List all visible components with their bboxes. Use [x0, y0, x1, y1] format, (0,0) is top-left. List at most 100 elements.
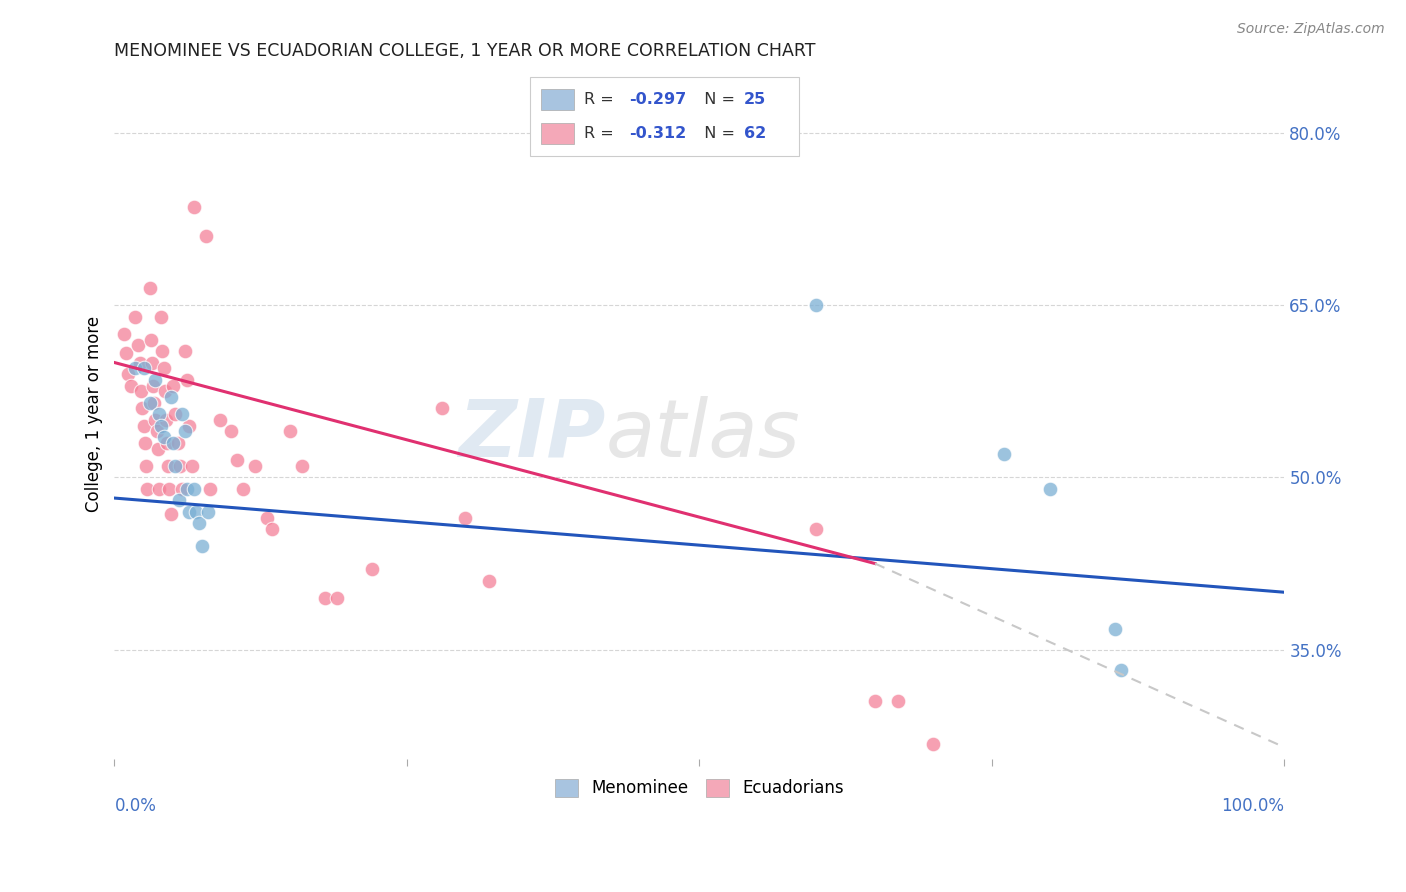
- Point: [152, 430, 174, 444]
- Point: [194, 229, 217, 244]
- Point: [153, 384, 176, 399]
- Legend: Menominee, Ecuadorians: Menominee, Ecuadorians: [547, 771, 852, 805]
- Point: [887, 694, 910, 708]
- Point: [454, 510, 477, 524]
- Point: [226, 453, 249, 467]
- Point: [145, 425, 167, 439]
- Point: [115, 346, 138, 360]
- Text: 0.0%: 0.0%: [114, 797, 156, 814]
- Point: [173, 344, 195, 359]
- Point: [180, 458, 202, 473]
- Point: [124, 361, 146, 376]
- Point: [360, 562, 382, 576]
- Point: [993, 447, 1015, 461]
- Point: [430, 401, 453, 416]
- Point: [221, 425, 243, 439]
- Point: [1039, 482, 1062, 496]
- FancyBboxPatch shape: [530, 77, 799, 156]
- Text: R =: R =: [583, 92, 619, 107]
- Point: [132, 361, 155, 376]
- Point: [159, 507, 181, 521]
- Point: [148, 407, 170, 421]
- Point: [806, 298, 828, 312]
- Text: 62: 62: [744, 127, 766, 141]
- Point: [135, 458, 157, 473]
- Point: [291, 458, 314, 473]
- Point: [148, 482, 170, 496]
- Point: [129, 355, 152, 369]
- Point: [152, 361, 174, 376]
- Point: [150, 344, 173, 359]
- Point: [134, 436, 156, 450]
- Point: [806, 522, 828, 536]
- Point: [183, 482, 205, 496]
- Point: [166, 436, 188, 450]
- Point: [112, 326, 135, 341]
- FancyBboxPatch shape: [541, 89, 574, 110]
- Point: [173, 425, 195, 439]
- Text: -0.297: -0.297: [630, 92, 686, 107]
- Point: [146, 442, 169, 456]
- Point: [1109, 664, 1132, 678]
- Text: Source: ZipAtlas.com: Source: ZipAtlas.com: [1237, 22, 1385, 37]
- Point: [162, 378, 184, 392]
- FancyBboxPatch shape: [541, 123, 574, 145]
- Text: 100.0%: 100.0%: [1222, 797, 1285, 814]
- Point: [179, 418, 201, 433]
- Point: [131, 401, 153, 416]
- Point: [143, 373, 166, 387]
- Point: [139, 333, 162, 347]
- Point: [191, 539, 214, 553]
- Point: [314, 591, 336, 605]
- Text: ZIP: ZIP: [458, 396, 606, 474]
- Point: [325, 591, 347, 605]
- Text: 25: 25: [744, 92, 766, 107]
- Point: [141, 355, 163, 369]
- Point: [159, 390, 181, 404]
- Point: [150, 418, 173, 433]
- Point: [165, 407, 187, 421]
- Point: [200, 482, 222, 496]
- Point: [176, 482, 198, 496]
- Text: atlas: atlas: [606, 396, 800, 474]
- Point: [208, 413, 231, 427]
- Point: [120, 378, 142, 392]
- Point: [167, 493, 190, 508]
- Point: [169, 458, 191, 473]
- Point: [117, 367, 139, 381]
- Point: [478, 574, 501, 588]
- Point: [278, 425, 301, 439]
- Text: N =: N =: [693, 92, 740, 107]
- Point: [172, 407, 194, 421]
- Text: R =: R =: [583, 127, 619, 141]
- Point: [150, 310, 173, 324]
- Point: [155, 413, 177, 427]
- Point: [243, 458, 266, 473]
- Point: [132, 418, 155, 433]
- Text: N =: N =: [693, 127, 740, 141]
- Point: [183, 201, 205, 215]
- Point: [143, 413, 166, 427]
- Point: [124, 310, 146, 324]
- Point: [863, 694, 886, 708]
- Point: [138, 281, 160, 295]
- Point: [136, 482, 159, 496]
- Point: [172, 482, 194, 496]
- Point: [162, 436, 184, 450]
- Point: [138, 395, 160, 409]
- Point: [922, 737, 945, 751]
- Point: [127, 338, 149, 352]
- Point: [176, 373, 198, 387]
- Y-axis label: College, 1 year or more: College, 1 year or more: [86, 316, 103, 512]
- Text: -0.312: -0.312: [630, 127, 686, 141]
- Point: [131, 384, 153, 399]
- Point: [262, 522, 284, 536]
- Text: MENOMINEE VS ECUADORIAN COLLEGE, 1 YEAR OR MORE CORRELATION CHART: MENOMINEE VS ECUADORIAN COLLEGE, 1 YEAR …: [114, 42, 815, 60]
- Point: [197, 505, 219, 519]
- Point: [179, 505, 201, 519]
- Point: [232, 482, 254, 496]
- Point: [186, 505, 208, 519]
- Point: [157, 458, 180, 473]
- Point: [187, 516, 209, 531]
- Point: [256, 510, 278, 524]
